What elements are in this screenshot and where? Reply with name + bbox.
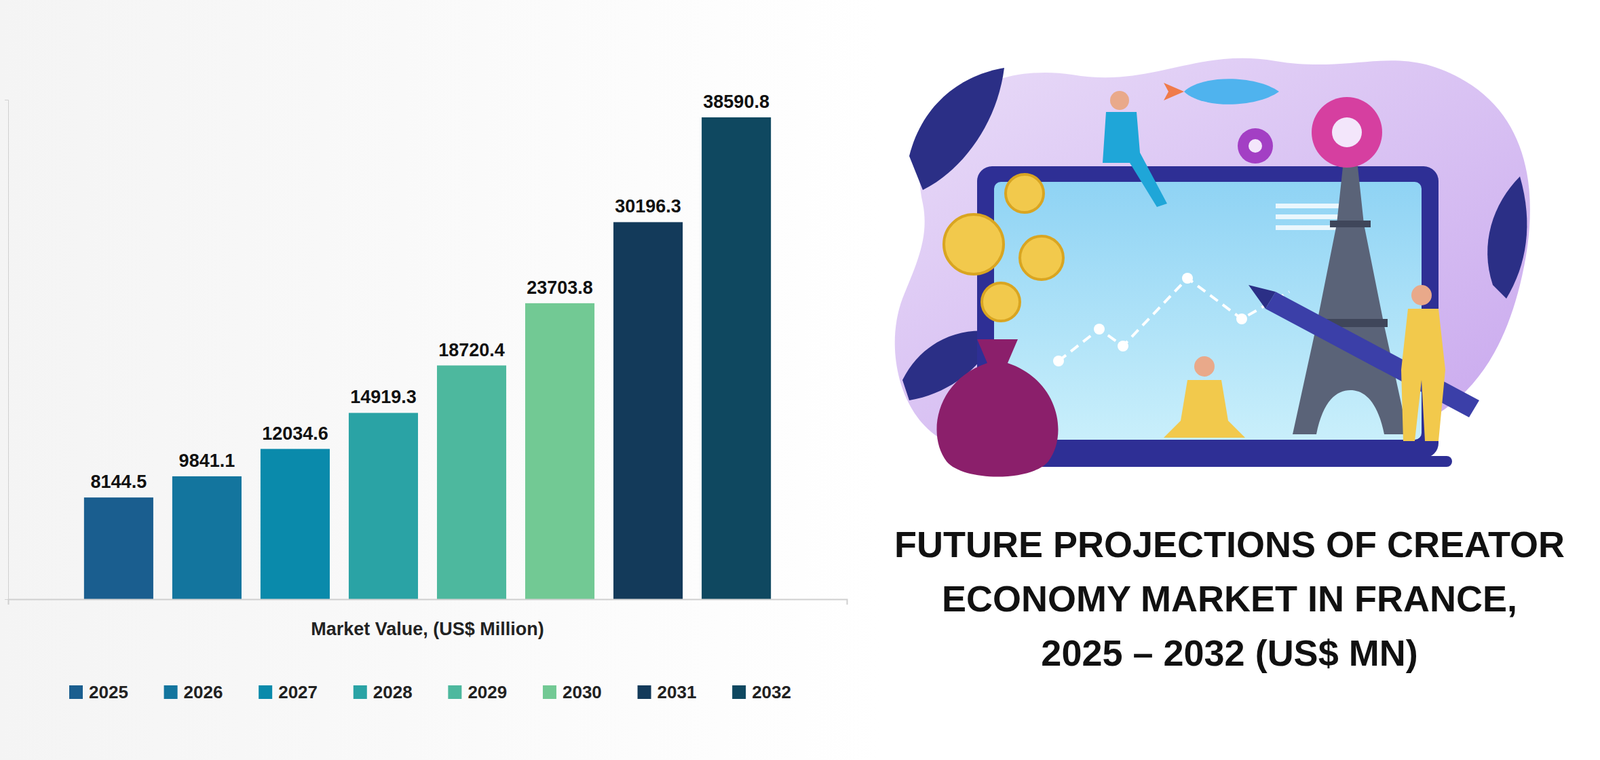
bar (172, 476, 242, 600)
background (0, 0, 1600, 760)
decor-pencil-tip (1248, 284, 1276, 309)
legend-item: 2032 (732, 681, 792, 703)
legend-item: 2028 (353, 681, 413, 703)
legend-label: 2032 (751, 681, 792, 703)
title-line: 2025 – 2032 (US$ MN) (1040, 632, 1418, 674)
data-label: 12034.6 (261, 423, 329, 444)
legend-swatch (353, 685, 368, 699)
decor-tower-deck (1329, 220, 1371, 228)
legend-item: 2029 (447, 681, 507, 703)
decor-dot (1236, 313, 1248, 325)
legend-item: 2026 (164, 681, 224, 703)
decor-coin (1005, 174, 1044, 213)
decor-dot (1093, 323, 1105, 335)
decor-coin (981, 282, 1020, 321)
decor-coin (943, 214, 1004, 275)
legend-swatch (637, 685, 652, 699)
title-line: ECONOMY MARKET IN FRANCE, (941, 578, 1518, 619)
decor-pencil (1265, 291, 1480, 418)
legend-swatch (69, 685, 83, 699)
legend-label: 2026 (183, 681, 224, 703)
decor-leaf (1487, 176, 1527, 299)
y-axis-line (4, 100, 9, 600)
legend-item: 2027 (258, 681, 318, 703)
legend-label: 2031 (657, 681, 697, 703)
legend-label: 2028 (373, 681, 413, 703)
chart-title: FUTURE PROJECTIONS OF CREATOR ECONOMY MAR… (894, 523, 1565, 674)
legend-label: 2029 (467, 681, 507, 703)
y-tick-mark (4, 99, 9, 101)
bar (348, 412, 418, 600)
decor-rocket-flame (1163, 82, 1185, 101)
data-label: 8144.5 (90, 471, 148, 492)
legend-label: 2025 (88, 681, 129, 703)
legend-swatch (542, 685, 557, 699)
chart-page: 8144.5 9841.1 12034.6 14919.3 18720.4 23703.8… (0, 0, 1600, 760)
decor-coin (1019, 236, 1064, 280)
decor-gear (1237, 128, 1273, 164)
decor-tower (1292, 128, 1408, 435)
bars (84, 117, 771, 600)
y-tick-mark (4, 599, 9, 600)
decor-person-head (1194, 356, 1215, 377)
legend-item: 2031 (637, 681, 697, 703)
decor-line (1058, 278, 1290, 361)
decor-person-head (1110, 90, 1130, 110)
decor-person (1401, 308, 1446, 442)
y-axis (4, 100, 9, 600)
data-label: 14919.3 (350, 386, 417, 408)
bar (436, 365, 507, 600)
legend-swatch (258, 685, 273, 699)
decor-rocket (1184, 78, 1280, 105)
legend-label: 2030 (562, 681, 602, 703)
decor-person (1163, 379, 1246, 438)
data-label: 23703.8 (526, 277, 594, 298)
data-label: 9841.1 (179, 450, 236, 471)
legend-label: 2027 (278, 681, 318, 703)
bar (701, 117, 771, 600)
bar (613, 221, 683, 600)
decor-dot (1182, 272, 1193, 284)
decor-person-head (1411, 284, 1432, 306)
title: FUTURE PROJECTIONS OF CREATOR ECONOMY MAR… (894, 523, 1565, 674)
decor-person (1102, 111, 1168, 207)
title-line: FUTURE PROJECTIONS OF CREATOR (894, 523, 1565, 565)
legend: 2025 2026 2027 2028 2029 2030 2031 2032 (69, 681, 792, 703)
data-label: 18720.4 (438, 339, 505, 361)
illustration (894, 58, 1531, 478)
decor-dot (1053, 355, 1064, 367)
data-label: 30196.3 (614, 196, 682, 217)
decor-dot (1117, 340, 1129, 352)
legend-swatch (447, 685, 462, 699)
decor-gear-hole (1331, 117, 1362, 148)
decor-bag (937, 339, 1059, 478)
legend-swatch (732, 685, 746, 699)
bar (84, 497, 154, 600)
y-tick (4, 599, 9, 600)
decor-gear (1311, 97, 1383, 168)
bar (260, 449, 330, 600)
x-axis (8, 599, 848, 606)
data-labels: 8144.5 9841.1 12034.6 14919.3 18720.4 23703.8… (90, 91, 770, 492)
legend-item: 2025 (69, 681, 129, 703)
decor-gear-hole (1248, 139, 1263, 153)
y-tick (4, 99, 9, 101)
data-label: 38590.8 (702, 91, 770, 112)
x-axis-line (8, 599, 848, 606)
x-axis-title: Market Value, (US$ Million) (310, 618, 545, 640)
bar (525, 303, 595, 600)
legend-swatch (164, 685, 178, 699)
legend-item: 2030 (542, 681, 602, 703)
